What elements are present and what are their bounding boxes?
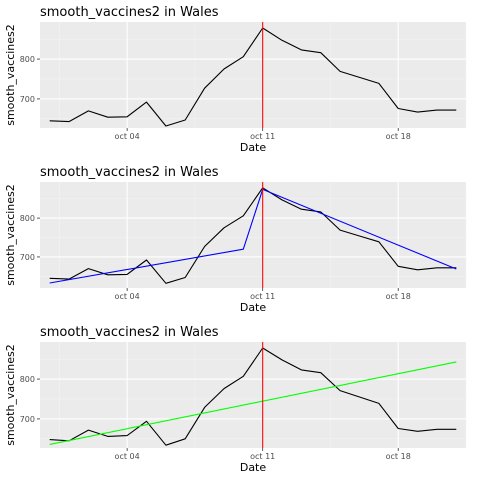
chart-panel-3: smooth_vaccines2 in Wales 700 800 oct 04 oct…	[4, 325, 467, 474]
y-tick-label: 800	[20, 375, 35, 384]
x-tick-label: oct 18	[386, 132, 411, 141]
y-tick-label: 800	[20, 214, 35, 223]
y-tick-label: 700	[20, 415, 35, 424]
y-axis-label: smooth_vaccines2	[4, 184, 17, 286]
x-tick-label: oct 18	[386, 452, 411, 461]
series-line-1	[49, 347, 457, 446]
series-line-1	[49, 187, 457, 284]
chart-panel-1: smooth_vaccines2 in Wales 700 800 oct 04 oct…	[4, 5, 467, 154]
chart-title: smooth_vaccines2 in Wales	[40, 5, 219, 20]
plot-background	[40, 182, 466, 288]
x-tick-label: oct 04	[115, 292, 140, 301]
x-tick-label: oct 04	[115, 452, 140, 461]
plot-background	[40, 22, 466, 128]
series-line-2	[49, 361, 457, 445]
x-axis-label: Date	[240, 141, 267, 154]
x-tick-label: oct 11	[250, 132, 275, 141]
x-axis-label: Date	[240, 461, 267, 474]
chart-title: smooth_vaccines2 in Wales	[40, 165, 219, 180]
x-tick-label: oct 11	[250, 452, 275, 461]
chart-panel-2: smooth_vaccines2 in Wales 700 800 oct 04 oct…	[4, 165, 467, 314]
x-tick-label: oct 18	[386, 292, 411, 301]
plot-background	[40, 342, 466, 448]
y-tick-label: 800	[20, 55, 35, 64]
y-axis-label: smooth_vaccines2	[4, 24, 17, 126]
y-tick-label: 700	[20, 95, 35, 104]
y-tick-label: 700	[20, 253, 35, 262]
x-tick-label: oct 11	[250, 292, 275, 301]
x-axis-label: Date	[240, 301, 267, 314]
y-axis-label: smooth_vaccines2	[4, 344, 17, 446]
series-line-2	[49, 188, 457, 284]
chart-title: smooth_vaccines2 in Wales	[40, 325, 219, 340]
x-tick-label: oct 04	[115, 132, 140, 141]
series-line-1	[49, 27, 457, 127]
